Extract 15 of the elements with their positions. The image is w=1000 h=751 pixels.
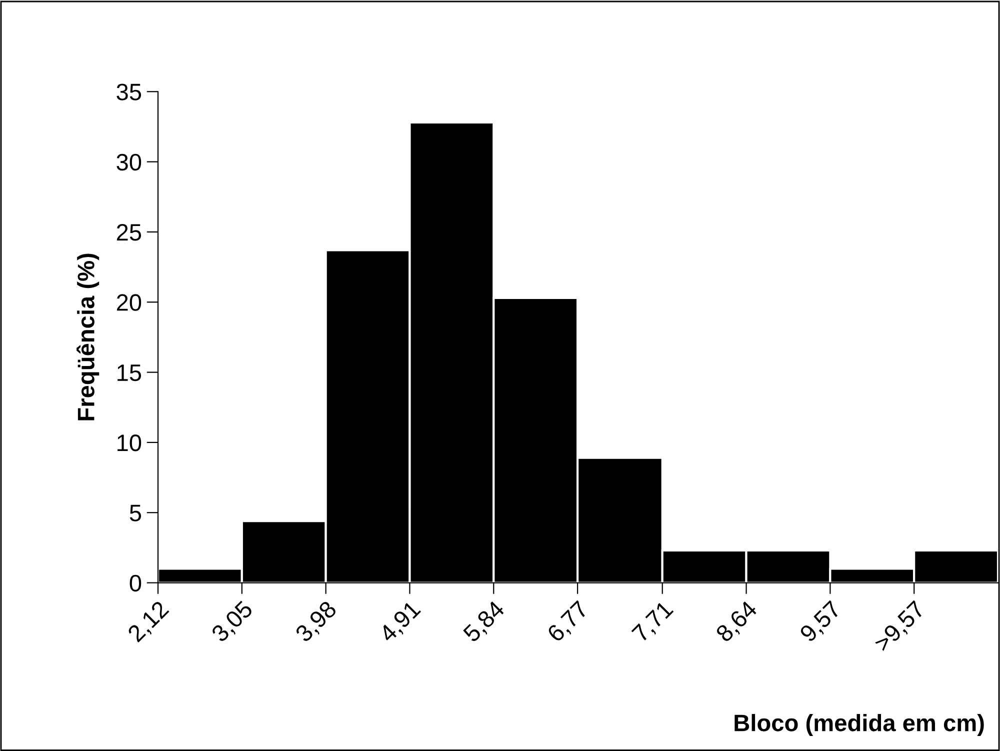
x-tick-label: 3,98 [294, 600, 340, 645]
x-tick-label: 4,91 [378, 600, 424, 646]
y-tick-label: 10 [118, 434, 142, 452]
y-tick-label: 35 [116, 84, 142, 100]
y-tick-label: 15 [118, 364, 142, 382]
y-axis-title: Freqüência (%) [76, 254, 100, 420]
y-tick-label: 5 [130, 504, 142, 522]
x-tick-label: 8,64 [714, 600, 760, 645]
y-tick-label: 25 [116, 224, 142, 241]
x-axis-title: Bloco (medida em cm) [734, 714, 984, 736]
x-tick-label: 5,84 [462, 600, 508, 645]
y-tick-label: 20 [116, 294, 142, 311]
x-tick-label: 7,71 [631, 600, 676, 645]
y-tick-label: 30 [116, 154, 142, 171]
y-tick-label: 0 [130, 574, 142, 592]
